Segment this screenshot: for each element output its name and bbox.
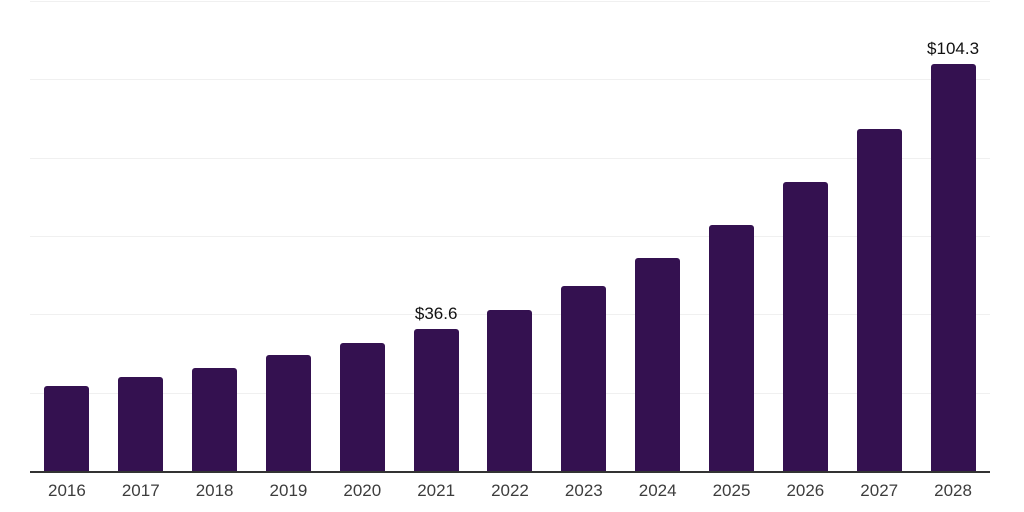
gridline-80 <box>30 157 990 159</box>
bar-column-2017 <box>104 2 178 472</box>
bar-2017 <box>118 376 164 472</box>
x-tick-label-2017: 2017 <box>121 481 160 500</box>
x-tick-label-2027: 2027 <box>860 481 899 500</box>
x-tick-label-2025: 2025 <box>712 481 751 500</box>
bar-2020 <box>339 342 385 472</box>
bar-column-2025 <box>695 2 769 472</box>
gridline-60 <box>30 236 990 237</box>
bar-2018 <box>192 367 238 472</box>
bar-2016 <box>44 385 90 472</box>
bar-column-2027 <box>842 2 916 472</box>
bar-2024 <box>635 258 681 472</box>
bar-column-2019 <box>252 2 326 472</box>
x-tick-label-2020: 2020 <box>343 481 382 500</box>
bar-column-2021: $36.6 <box>399 2 473 472</box>
x-tick-label-2021: 2021 <box>417 481 456 500</box>
plot-area: $36.6 $104.3 <box>30 1 990 472</box>
bar-2022 <box>487 309 533 472</box>
bar-value-label-2021: $36.6 <box>414 303 458 323</box>
bar-2021 <box>413 328 459 472</box>
bar-column-2016 <box>30 2 104 472</box>
bar-2026 <box>782 182 828 472</box>
x-tick-label-2028: 2028 <box>934 481 972 500</box>
x-tick-label-2026: 2026 <box>786 481 825 500</box>
bar-column-2026 <box>768 2 842 472</box>
bar-2028 <box>930 63 976 472</box>
bar-columns: $36.6 $104.3 <box>30 2 990 472</box>
bar-2019 <box>265 354 311 472</box>
x-axis-tick-labels: 2016 2017 2018 2019 2020 2021 2022 2023 2024 2025… <box>30 481 990 501</box>
bar-column-2024 <box>621 2 695 472</box>
bar-2027 <box>856 128 902 472</box>
x-tick-label-2019: 2019 <box>269 481 308 500</box>
bar-column-2022 <box>473 2 547 472</box>
gridline-120 <box>30 1 990 2</box>
bar-value-label-2028: $104.3 <box>927 38 980 58</box>
bar-column-2020 <box>325 2 399 472</box>
bar-2023 <box>561 285 607 472</box>
x-tick-label-2023: 2023 <box>564 481 603 500</box>
gridline-100 <box>30 79 990 81</box>
x-tick-label-2024: 2024 <box>638 481 677 500</box>
x-tick-label-2022: 2022 <box>491 481 529 500</box>
bar-2025 <box>709 224 755 472</box>
bar-column-2028: $104.3 <box>916 2 990 472</box>
x-axis-line <box>30 471 990 473</box>
x-tick-label-2018: 2018 <box>195 481 234 500</box>
bar-column-2023 <box>547 2 621 472</box>
x-tick-label-2016: 2016 <box>48 481 86 500</box>
bar-column-2018 <box>178 2 252 472</box>
